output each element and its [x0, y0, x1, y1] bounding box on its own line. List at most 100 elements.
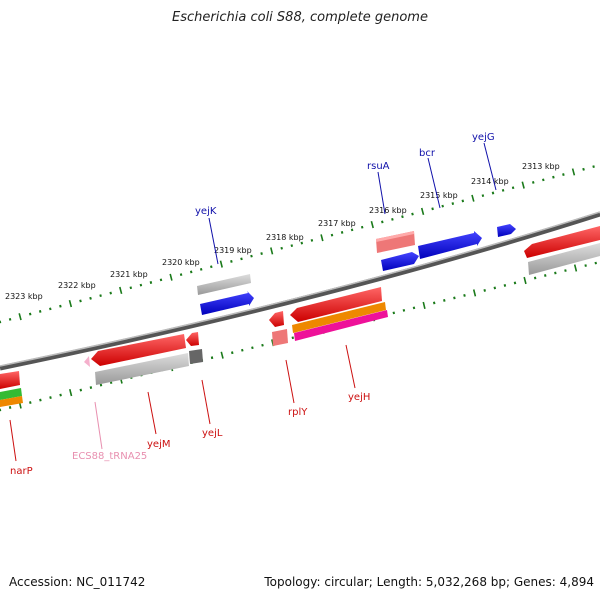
outer-scale-tick — [270, 247, 274, 255]
feature-yejG-cds[interactable] — [497, 224, 516, 237]
feature-bcr-cds[interactable] — [418, 231, 482, 259]
inner-scale-tick — [210, 356, 214, 360]
inner-scale-tick — [261, 343, 264, 347]
inner-scale-tick — [513, 281, 517, 285]
scale-label-2321: 2321 kbp — [110, 270, 148, 279]
gene-label-yejL: yejL — [202, 428, 223, 439]
feature-yejH-orange[interactable] — [292, 302, 386, 333]
inner-scale-tick — [392, 311, 396, 315]
outer-scale-tick — [320, 234, 324, 242]
inner-scale-tick — [402, 308, 406, 312]
inner-scale-tick — [69, 389, 73, 397]
outer-scale-tick — [441, 204, 444, 208]
scale-label-2319: 2319 kbp — [214, 246, 252, 255]
outer-scale-tick — [230, 260, 233, 263]
outer-scale-tick — [481, 194, 485, 198]
feature-yejK-gray[interactable] — [197, 274, 251, 295]
outer-scale-tick — [210, 265, 213, 269]
outer-scale-tick — [340, 231, 344, 234]
scale-labels: 2323 kbp 2322 kbp 2321 kbp 2320 kbp 2319… — [5, 162, 560, 301]
outer-scale-tick — [592, 165, 595, 169]
feature-trna25[interactable] — [84, 356, 90, 367]
outer-scale-tick — [411, 212, 414, 216]
scale-label-2323: 2323 kbp — [5, 292, 43, 301]
outer-scale-tick — [310, 238, 314, 242]
outer-scale-tick — [552, 175, 555, 179]
outer-scale-tick — [149, 281, 153, 284]
outer-scale-tick — [240, 257, 243, 261]
inner-scale-tick — [412, 306, 416, 310]
feature-rsuA-cds[interactable] — [381, 252, 419, 271]
inner-scale-tick — [39, 398, 42, 402]
accession-text: Accession: NC_011742 — [9, 575, 146, 589]
inner-scale-tick — [503, 284, 507, 287]
outer-scale-tick — [49, 307, 52, 311]
outer-scale-tick — [250, 254, 253, 258]
inner-scale-tick — [544, 274, 547, 277]
gene-label-ecs88-trna25: ECS88_tRNA25 — [72, 451, 147, 462]
inner-scale-tick — [472, 289, 477, 297]
feature-yejM-cds[interactable] — [91, 334, 186, 366]
outer-scale-tick — [451, 202, 455, 205]
inner-scale-tick — [220, 351, 224, 359]
inner-scale-tick — [463, 294, 466, 297]
gene-label-yejH: yejH — [348, 392, 370, 403]
feature-yejM-gray[interactable] — [95, 353, 189, 385]
genome-backbone — [0, 211, 600, 371]
outer-scale-tick — [491, 191, 495, 195]
outer-scale-tick — [370, 220, 374, 229]
scale-label-2316: 2316 kbp — [369, 206, 407, 215]
feature-right-red-cds[interactable] — [524, 226, 600, 258]
scale-label-2315: 2315 kbp — [420, 191, 458, 200]
feature-yejL-gray[interactable] — [189, 349, 203, 364]
feature-yejH-magenta[interactable] — [294, 310, 388, 341]
map-title: Escherichia coli S88, complete genome — [172, 10, 428, 25]
feature-yejK-cds[interactable] — [200, 291, 254, 315]
inner-scale-tick — [523, 276, 527, 285]
feature-yejH-cds[interactable] — [290, 287, 382, 322]
feature-right-gray[interactable] — [528, 243, 600, 275]
outer-scale-tick — [571, 168, 576, 176]
feature-narP-orange[interactable] — [0, 396, 23, 407]
inner-scale-tick — [49, 396, 52, 399]
inner-scale-tick — [533, 276, 537, 280]
inner-scale-tick — [59, 393, 62, 397]
outer-scale-tick — [89, 296, 92, 300]
feature-rplY-cds[interactable] — [269, 311, 284, 327]
scale-label-2318: 2318 kbp — [266, 233, 304, 242]
topology-text: Topology: circular; Length: 5,032,268 bp… — [264, 575, 594, 589]
outer-scale-tick — [260, 252, 263, 255]
outer-scale-tick — [79, 299, 82, 303]
gene-label-yejK: yejK — [195, 206, 217, 217]
outer-scale-tick — [119, 286, 123, 295]
outer-scale-tick — [139, 283, 143, 287]
outer-scale-tick — [330, 233, 334, 237]
inner-scale-tick — [8, 406, 12, 409]
feature-yejL-cds[interactable] — [186, 332, 199, 346]
gene-label-yejG: yejG — [472, 132, 495, 143]
inner-scale-tick — [584, 264, 587, 267]
outer-scale-track — [0, 165, 595, 324]
outer-scale-tick — [350, 228, 354, 232]
feature-narP-red[interactable] — [0, 371, 20, 389]
inner-scale-tick — [483, 289, 486, 292]
outer-scale-tick — [471, 194, 475, 202]
outer-scale-tick — [431, 207, 434, 211]
feature-rplY-salmon[interactable] — [272, 329, 288, 346]
inner-scale-tick — [241, 348, 244, 352]
outer-scale-tick — [300, 241, 304, 245]
inner-scale-tick — [573, 264, 578, 272]
outer-scale-tick — [461, 199, 465, 203]
feature-rsuA-salmon[interactable] — [376, 231, 415, 253]
outer-scale-tick — [391, 217, 394, 221]
gene-label-narP: narP — [10, 466, 33, 477]
outer-scale-tick — [189, 270, 193, 274]
inner-scale-tick — [99, 383, 103, 387]
outer-scale-tick — [542, 178, 545, 182]
scale-label-2317: 2317 kbp — [318, 219, 356, 228]
gene-label-bcr: bcr — [419, 148, 436, 159]
outer-scale-tick — [18, 313, 22, 321]
scale-label-2314: 2314 kbp — [471, 177, 509, 186]
outer-scale-tick — [562, 173, 565, 176]
